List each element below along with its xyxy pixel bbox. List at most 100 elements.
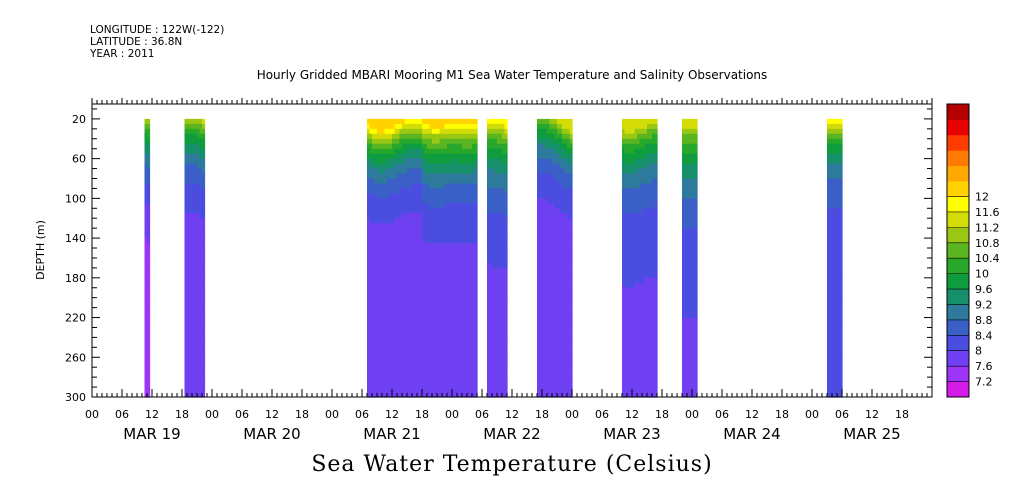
heatmap-cell bbox=[502, 297, 506, 304]
heatmap-cell bbox=[427, 342, 431, 348]
heatmap-cell bbox=[497, 347, 501, 353]
heatmap-cell bbox=[637, 267, 641, 274]
heatmap-cell bbox=[622, 297, 626, 304]
heatmap-cell bbox=[427, 238, 431, 244]
heatmap-cell bbox=[414, 193, 418, 199]
heatmap-cell bbox=[374, 128, 378, 135]
heatmap-cell bbox=[447, 312, 451, 319]
heatmap-cell bbox=[542, 272, 546, 279]
heatmap-cell bbox=[399, 243, 403, 249]
heatmap-cell bbox=[452, 178, 456, 185]
heatmap-cell bbox=[462, 228, 466, 234]
heatmap-cell bbox=[437, 183, 441, 190]
heatmap-cell bbox=[472, 203, 476, 209]
heatmap-cell bbox=[437, 352, 441, 358]
heatmap-cell bbox=[399, 317, 403, 324]
heatmap-cell bbox=[412, 367, 416, 373]
heatmap-cell bbox=[557, 248, 561, 254]
heatmap-cell bbox=[377, 238, 381, 244]
heatmap-cell bbox=[447, 382, 451, 388]
heatmap-cell bbox=[379, 188, 383, 194]
heatmap-cell bbox=[397, 193, 401, 199]
heatmap-cell bbox=[407, 128, 411, 135]
heatmap-cell bbox=[429, 193, 433, 199]
heatmap-cell bbox=[569, 183, 573, 190]
heatmap-cell bbox=[199, 123, 203, 130]
heatmap-cell bbox=[147, 203, 151, 209]
heatmap-cell bbox=[437, 218, 441, 224]
heatmap-cell bbox=[447, 243, 451, 249]
heatmap-cell bbox=[637, 163, 641, 170]
heatmap-cell bbox=[559, 352, 563, 358]
heatmap-cell bbox=[502, 118, 506, 125]
heatmap-cell bbox=[422, 213, 426, 219]
heatmap-cell bbox=[627, 362, 631, 368]
heatmap-cell bbox=[417, 252, 421, 259]
heatmap-cell bbox=[492, 233, 496, 239]
heatmap-cell bbox=[417, 277, 421, 284]
heatmap-cell bbox=[184, 198, 188, 204]
heatmap-cell bbox=[652, 282, 656, 289]
heatmap-cell bbox=[627, 347, 631, 353]
heatmap-cell bbox=[384, 292, 388, 299]
heatmap-cell bbox=[422, 257, 426, 264]
heatmap-cell bbox=[367, 272, 371, 279]
heatmap-cell bbox=[382, 248, 386, 254]
heatmap-cell bbox=[539, 267, 543, 274]
heatmap-cell bbox=[394, 213, 398, 219]
heatmap-cell bbox=[412, 233, 416, 239]
heatmap-cell bbox=[184, 377, 188, 383]
heatmap-cell bbox=[454, 387, 458, 393]
heatmap-cell bbox=[474, 178, 478, 185]
heatmap-cell bbox=[497, 228, 501, 234]
heatmap-cell bbox=[392, 252, 396, 259]
heatmap-cell bbox=[642, 148, 646, 155]
heatmap-cell bbox=[147, 218, 151, 224]
heatmap-cell bbox=[374, 382, 378, 388]
heatmap-cell bbox=[144, 267, 148, 274]
heatmap-cell bbox=[389, 243, 393, 249]
heatmap-cell bbox=[439, 337, 443, 343]
heatmap-cell bbox=[409, 312, 413, 319]
heatmap-cell bbox=[497, 168, 501, 175]
heatmap-cell bbox=[564, 178, 568, 185]
heatmap-cell bbox=[644, 143, 648, 150]
heatmap-cell bbox=[194, 327, 198, 334]
heatmap-cell bbox=[387, 347, 391, 353]
heatmap-cell bbox=[637, 128, 641, 135]
heatmap-cell bbox=[417, 233, 421, 239]
heatmap-cell bbox=[144, 292, 148, 299]
heatmap-cell bbox=[499, 188, 503, 194]
heatmap-cell bbox=[412, 277, 416, 284]
heatmap-cell bbox=[494, 218, 498, 224]
heatmap-cell bbox=[642, 367, 646, 373]
heatmap-cell bbox=[187, 233, 191, 239]
heatmap-cell bbox=[367, 337, 371, 343]
heatmap-cell bbox=[422, 228, 426, 234]
heatmap-cell bbox=[194, 252, 198, 259]
heatmap-cell bbox=[627, 183, 631, 190]
heatmap-cell bbox=[559, 372, 563, 378]
heatmap-cell bbox=[557, 337, 561, 343]
heatmap-cell bbox=[144, 277, 148, 284]
heatmap-cell bbox=[407, 317, 411, 324]
heatmap-cell bbox=[442, 213, 446, 219]
heatmap-cell bbox=[434, 307, 438, 314]
heatmap-cell bbox=[372, 208, 376, 214]
heatmap-cell bbox=[552, 203, 556, 209]
heatmap-cell bbox=[502, 208, 506, 214]
heatmap-cell bbox=[427, 248, 431, 254]
heatmap-cell bbox=[419, 213, 423, 219]
heatmap-cell bbox=[202, 262, 206, 269]
heatmap-cell bbox=[494, 153, 498, 160]
heatmap-cell bbox=[189, 322, 193, 329]
heatmap-cell bbox=[197, 337, 201, 343]
heatmap-cell bbox=[442, 198, 446, 204]
heatmap-cell bbox=[644, 213, 648, 219]
heatmap-cell bbox=[394, 243, 398, 249]
heatmap-cell bbox=[424, 173, 428, 180]
heatmap-cell bbox=[472, 133, 476, 140]
heatmap-cell bbox=[144, 118, 148, 125]
heatmap-cell bbox=[462, 282, 466, 289]
heatmap-cell bbox=[472, 302, 476, 309]
